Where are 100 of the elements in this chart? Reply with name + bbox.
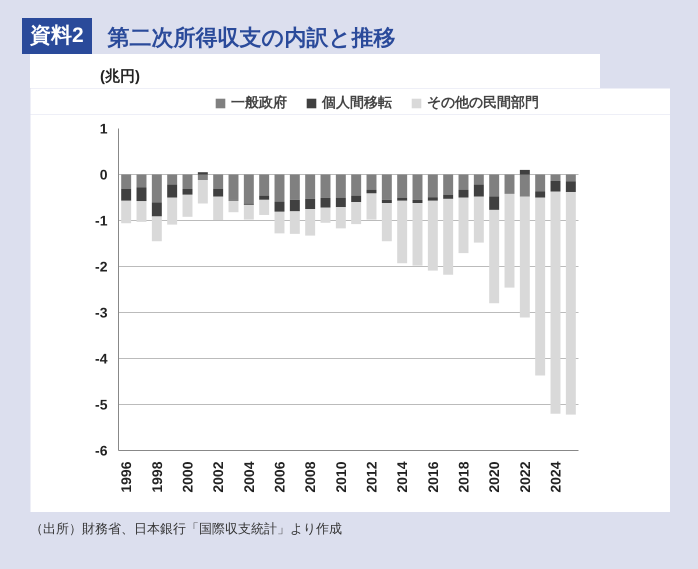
x-tick-label: 1998: [148, 461, 165, 493]
bar: [274, 174, 284, 202]
x-tick-label: 2020: [486, 461, 502, 493]
bar: [351, 202, 362, 224]
bar: [320, 208, 330, 223]
y-tick-label: 0: [100, 166, 108, 182]
bar: [428, 198, 438, 201]
x-tick-label: 2006: [272, 461, 288, 493]
y-tick-label: -5: [95, 396, 108, 412]
x-tick-label: 2016: [424, 461, 441, 493]
bar: [259, 200, 270, 215]
bar: [458, 198, 468, 254]
bar: [520, 174, 530, 197]
bar: [290, 200, 300, 212]
bar: [320, 174, 330, 198]
bar: [382, 203, 392, 242]
bar: [366, 190, 376, 194]
bar: [167, 174, 178, 185]
bar: [443, 194, 454, 199]
x-tick-label: 2008: [302, 461, 318, 493]
y-tick-label: -6: [95, 442, 108, 458]
bar: [443, 174, 454, 195]
x-tick-label: 2010: [332, 461, 349, 493]
bar: [489, 174, 500, 197]
y-tick-label: -4: [95, 350, 108, 366]
bar: [474, 196, 484, 243]
bar: [213, 188, 224, 197]
bar: [428, 200, 438, 271]
legend-label: 個人間移転: [322, 94, 392, 112]
bar: [274, 202, 284, 212]
bar: [550, 174, 560, 181]
bar: [167, 184, 178, 198]
chart-title: 第二次所得収支の内訳と推移: [108, 24, 396, 52]
bar: [336, 198, 346, 208]
bar: [520, 170, 530, 174]
legend-label: 一般政府: [231, 94, 287, 112]
x-tick-label: 2014: [394, 461, 410, 493]
y-tick-label: -3: [95, 304, 108, 320]
bar: [213, 196, 224, 220]
bar: [305, 174, 316, 199]
bar: [412, 203, 422, 266]
bar: [443, 198, 454, 275]
bar: [474, 184, 484, 197]
bar: [336, 174, 346, 198]
x-tick-label: 2022: [516, 461, 533, 493]
bar: [136, 187, 146, 202]
bar: [152, 174, 162, 203]
bar: [167, 198, 178, 225]
bar: [397, 198, 408, 201]
bar: [290, 174, 300, 200]
bar: [182, 188, 192, 195]
y-tick-label: 1: [100, 120, 108, 136]
x-tick-label: 2024: [548, 461, 564, 493]
bar: [550, 180, 560, 192]
bar: [366, 174, 376, 190]
text: （出所）財務省、日本銀行「国際収支統計」より作成: [30, 520, 342, 538]
bar: [182, 174, 192, 189]
bar: [152, 202, 162, 216]
bar: [458, 190, 468, 198]
bar: [520, 196, 530, 318]
x-tick-label: 1996: [118, 461, 134, 493]
bar: [412, 174, 422, 200]
bar: [366, 193, 376, 220]
legend-label: その他の民間部門: [427, 94, 539, 112]
bar: [121, 174, 132, 189]
bar: [351, 196, 362, 202]
bar: [305, 209, 316, 236]
bar: [535, 174, 546, 192]
bar: [382, 174, 392, 200]
bar: [412, 200, 422, 204]
bar: [121, 188, 132, 201]
x-tick-label: 2000: [180, 461, 196, 493]
bar: [566, 192, 576, 415]
x-tick-label: 2004: [240, 461, 257, 493]
bar: [336, 207, 346, 228]
bar: [566, 181, 576, 192]
bar: [198, 174, 208, 180]
bar: [228, 200, 238, 212]
bar: [535, 198, 546, 376]
bar: [274, 212, 284, 234]
bar: [504, 174, 514, 194]
x-tick-label: 2002: [210, 461, 226, 493]
bar: [566, 174, 576, 182]
bar: [305, 198, 316, 209]
text: 資料2: [30, 23, 84, 49]
bar: [489, 196, 500, 210]
bar: [320, 198, 330, 208]
bar: [290, 211, 300, 234]
bar: [397, 174, 408, 198]
bar: [121, 200, 132, 224]
bar: [428, 174, 438, 198]
bar: [474, 174, 484, 185]
x-tick-label: 2012: [364, 461, 380, 493]
bar: [244, 204, 254, 220]
bar: [182, 194, 192, 217]
bar: [351, 174, 362, 196]
y-tick-label: -2: [95, 258, 108, 274]
bar: [397, 200, 408, 264]
bar: [382, 200, 392, 204]
bar: [458, 174, 468, 190]
